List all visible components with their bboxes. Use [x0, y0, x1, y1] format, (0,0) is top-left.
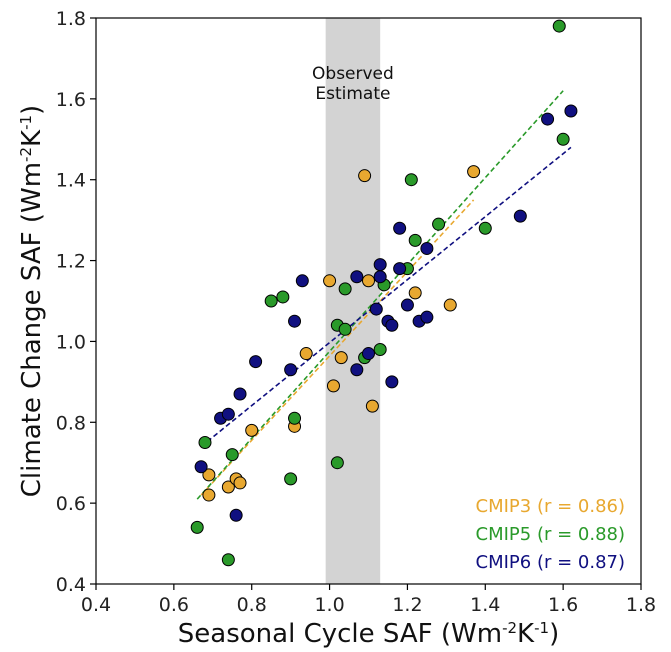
fit-lines-layer: [196, 90, 572, 500]
x-tick-label: 0.6: [159, 594, 189, 616]
cmip6-point: [393, 262, 407, 276]
cmip6-point: [295, 274, 309, 288]
x-tick-label: 1.2: [392, 594, 422, 616]
cmip3-point: [202, 488, 216, 502]
y-tick-label: 1.8: [56, 8, 86, 30]
cmip3-point: [358, 169, 372, 183]
legend: CMIP3 (r = 0.86) CMIP5 (r = 0.88) CMIP6 (r…: [476, 496, 625, 573]
cmip3-point: [202, 468, 216, 482]
cmip5-point: [338, 322, 352, 336]
observed-estimate-label-line2: Estimate: [315, 84, 390, 104]
cmip6-point: [369, 302, 383, 316]
cmip3-point: [467, 165, 481, 179]
x-tick-label: 1.0: [314, 594, 344, 616]
cmip5-point: [408, 233, 422, 247]
cmip3-point: [326, 379, 340, 393]
cmip3-point: [221, 480, 235, 494]
cmip6-point: [194, 460, 208, 474]
y-tick-label: 1.2: [56, 251, 86, 273]
observed-estimate-band: [325, 18, 381, 584]
cmip6-point: [541, 112, 555, 126]
legend-entry-cmip5: CMIP5 (r = 0.88): [476, 524, 625, 545]
x-axis-title: Seasonal Cycle SAF (Wm-2K-1): [178, 619, 559, 649]
cmip6-point: [373, 258, 387, 272]
observed-estimate-label-line1: Observed: [312, 64, 394, 84]
cmip5-point: [276, 290, 290, 304]
cmip6-point: [393, 221, 407, 235]
cmip6-point: [373, 270, 387, 284]
y-tick-label: 0.6: [56, 493, 86, 515]
cmip6-point: [385, 375, 399, 389]
x-tick-label: 0.8: [237, 594, 267, 616]
cmip6-point: [229, 508, 243, 522]
x-tick-label: 0.4: [81, 594, 111, 616]
cmip5-point: [552, 19, 566, 33]
x-tick-label: 1.6: [548, 594, 578, 616]
cmip5-point: [190, 520, 204, 534]
cmip5-point: [288, 411, 302, 425]
cmip5-point: [432, 217, 446, 231]
cmip6-point: [249, 355, 263, 369]
y-tick-label: 1.0: [56, 331, 86, 353]
cmip3-point: [233, 476, 247, 490]
cmip3-point: [299, 347, 313, 361]
cmip6-point: [350, 270, 364, 284]
legend-entry-cmip3: CMIP3 (r = 0.86): [476, 496, 625, 517]
cmip5-point: [556, 132, 570, 146]
cmip6-fit-line: [200, 146, 572, 448]
legend-entry-cmip6: CMIP6 (r = 0.87): [476, 552, 625, 573]
cmip5-point: [198, 436, 212, 449]
cmip5-point: [338, 282, 352, 296]
y-tick-label: 1.4: [56, 170, 86, 192]
cmip3-point: [362, 274, 375, 288]
cmip5-point: [373, 343, 387, 357]
y-tick-label: 1.6: [56, 89, 86, 111]
cmip3-point: [443, 298, 457, 312]
cmip5-point: [284, 472, 298, 486]
cmip5-fit-line: [196, 90, 564, 500]
cmip3-point: [334, 351, 348, 365]
cmip6-point: [284, 363, 298, 377]
cmip5-point: [225, 448, 239, 462]
cmip5-point: [264, 294, 278, 308]
cmip6-point: [564, 104, 578, 118]
cmip6-point: [288, 314, 302, 328]
cmip5-point: [478, 221, 492, 235]
x-tick-label: 1.4: [470, 594, 500, 616]
cmip6-point: [420, 310, 434, 324]
cmip3-point: [365, 399, 379, 413]
y-tick-label: 0.4: [56, 574, 86, 596]
x-tick-label: 1.8: [626, 594, 656, 616]
axis-ticks-layer: 0.4 0.6 0.8 1.0 1.2 1.4 1.6 1.8 0.4 0.6 0.8 1.0 1.2 1…: [56, 8, 656, 616]
cmip3-fit-line: [200, 199, 475, 496]
cmip6-point: [350, 363, 364, 377]
data-points-layer: [190, 19, 578, 567]
cmip5-point: [221, 553, 235, 567]
y-axis-title: Climate Change SAF (Wm-2K-1): [17, 105, 47, 497]
cmip3-point: [408, 286, 422, 300]
cmip5-point: [404, 173, 418, 187]
cmip3-point: [245, 423, 259, 437]
cmip6-point: [362, 347, 375, 361]
cmip5-point: [330, 456, 344, 470]
cmip6-point: [221, 407, 235, 421]
cmip6-point: [513, 209, 527, 223]
cmip6-point: [400, 298, 414, 312]
cmip6-point: [233, 387, 247, 401]
cmip6-point: [385, 318, 399, 332]
y-tick-label: 0.8: [56, 412, 86, 434]
plot-frame: [95, 17, 642, 585]
cmip6-point: [420, 241, 434, 255]
cmip3-point: [323, 274, 337, 288]
